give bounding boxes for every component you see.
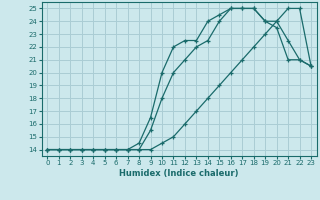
X-axis label: Humidex (Indice chaleur): Humidex (Indice chaleur) — [119, 169, 239, 178]
